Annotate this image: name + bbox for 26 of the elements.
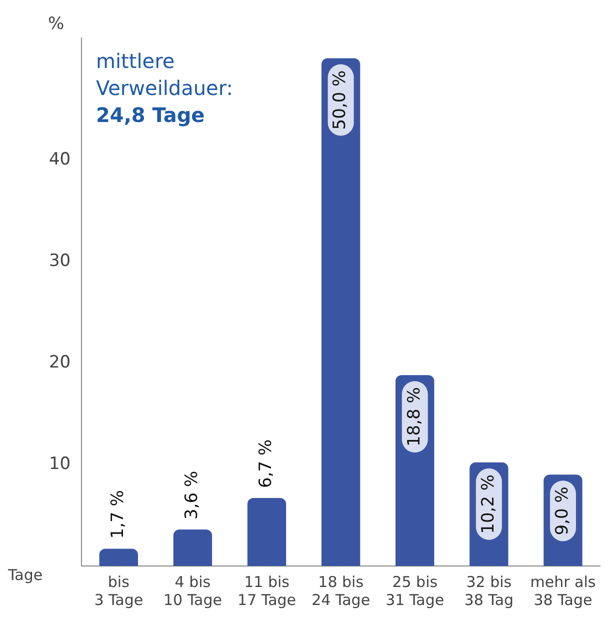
data-label: 50,0 %	[330, 70, 350, 130]
y-tick-label: 10	[48, 454, 71, 474]
x-tick-label: 25 bis 31 Tage	[386, 572, 444, 609]
x-tick-label: 18 bis 24 Tage	[312, 572, 370, 609]
bar	[99, 548, 138, 566]
annotation: 24,8 Tage	[96, 102, 206, 129]
x-tick-label: 4 bis 10 Tage	[163, 572, 222, 609]
x-tick-label: 11 bis 17 Tage	[238, 572, 296, 609]
annotation: mittlere Verweildauer:	[96, 48, 234, 102]
x-axis-title: Tage	[8, 566, 43, 584]
data-label: 3,6 %	[182, 470, 202, 520]
x-tick-label: 32 bis 38 Tag	[464, 572, 514, 609]
x-tick-label: mehr als 38 Tage	[530, 572, 596, 609]
data-label: 9,0 %	[552, 486, 572, 536]
x-tick-label: bis 3 Tage	[94, 572, 144, 609]
data-label: 10,2 %	[478, 474, 498, 534]
bar	[321, 58, 360, 566]
data-label: 18,8 %	[404, 387, 424, 447]
data-label: 6,7 %	[256, 439, 276, 488]
data-label: 1,7 %	[108, 490, 128, 539]
y-tick-label: 30	[48, 250, 71, 271]
bar	[247, 498, 286, 566]
y-tick-label: 20	[48, 352, 71, 372]
y-axis-title: %	[48, 14, 64, 34]
y-tick-label: 40	[48, 149, 71, 170]
bar	[173, 529, 212, 566]
